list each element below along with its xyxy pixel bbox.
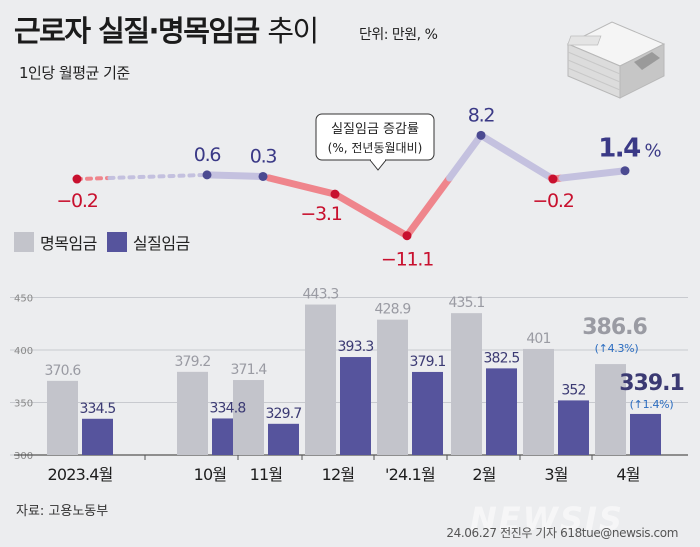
bar-label-nominal: 435.1 — [448, 295, 484, 311]
bar-label-real: 352 — [561, 382, 585, 398]
line-segment — [265, 174, 339, 198]
line-segment — [203, 171, 267, 180]
line-point — [402, 231, 412, 241]
legend-label-nominal: 명목임금 — [40, 234, 97, 253]
line-label: 0.6 — [194, 144, 221, 166]
bar-label-nominal: 401 — [526, 331, 550, 347]
chart-title-bold: 근로자 실질·명목임금 — [14, 14, 260, 48]
x-tick-label: '24.1월 — [385, 465, 435, 484]
bar-real — [82, 418, 113, 455]
change-label-real: (↑1.4%) — [630, 398, 674, 411]
bar-nominal — [377, 319, 408, 455]
bar-real — [630, 413, 661, 455]
bar-nominal — [233, 380, 264, 455]
bar-label-real: 393.3 — [337, 339, 373, 355]
bar-nominal — [523, 348, 554, 455]
line-point — [548, 174, 558, 184]
chart-title: 근로자 실질·명목임금 추이 — [14, 8, 319, 50]
value-labels: 370.6 334.5 2023.4월 379.2 334.8 10월 371.4 329.7… — [44, 104, 684, 484]
bar-legend: 명목임금 실질임금 — [14, 230, 200, 254]
bar-label-nominal: 371.4 — [230, 362, 267, 378]
bar-label-real: 379.1 — [409, 354, 445, 370]
unit-label: 단위: 만원, % — [359, 27, 438, 43]
y-tick-label: 450 — [14, 294, 33, 305]
line-segment — [558, 167, 629, 182]
bar-real — [558, 400, 589, 455]
line-segment — [107, 172, 209, 180]
y-tick-label: 400 — [14, 346, 33, 357]
legend-item-nominal: 명목임금 — [14, 230, 97, 254]
bar-real — [486, 368, 517, 455]
bar-label-real: 334.8 — [209, 400, 245, 416]
credit-line: 24.06.27 전진우 기자 618tue@newsis.com — [446, 526, 678, 540]
y-tick-label: 350 — [14, 399, 33, 410]
line-point — [258, 171, 268, 181]
x-tick-label: 4월 — [616, 465, 639, 484]
line-label: 0.3 — [250, 145, 277, 167]
line-label: −11.1 — [381, 249, 433, 271]
bar-nominal — [47, 380, 78, 455]
bar-label-real: 329.7 — [265, 406, 301, 422]
bar-series — [47, 304, 661, 455]
bar-label-nominal: 379.2 — [174, 354, 210, 370]
subtitle: 1인당 월평균 기준 — [19, 64, 130, 82]
line-point — [476, 130, 486, 140]
bar-label-nominal: 428.9 — [374, 302, 410, 318]
bar-real — [268, 423, 299, 455]
bar-label-nominal: 370.6 — [44, 363, 81, 379]
x-tick-label: 2023.4월 — [47, 465, 112, 484]
line-label: 1.4 — [598, 134, 640, 164]
annotation-line2: (%, 전년동월대비) — [328, 141, 423, 155]
bar-nominal — [305, 304, 336, 455]
legend-label-real: 실질임금 — [132, 234, 190, 253]
line-segment — [477, 131, 555, 182]
legend-item-real: 실질임금 — [106, 230, 190, 254]
line-segment — [75, 176, 112, 182]
bar-nominal — [451, 313, 482, 455]
x-tick-label: 11월 — [250, 465, 283, 484]
bar-label-nominal: 443.3 — [302, 287, 338, 303]
money-stack-icon — [566, 21, 666, 99]
bar-label-nominal: 386.6 — [582, 315, 647, 340]
line-point — [620, 166, 630, 176]
change-label-nominal: (↑4.3%) — [595, 342, 639, 355]
chart-title-light: 추이 — [267, 14, 319, 48]
line-point — [330, 189, 340, 199]
line-segment — [403, 174, 454, 240]
x-tick-label: 10월 — [194, 465, 227, 484]
line-series — [72, 130, 630, 241]
source-note: 자료: 고용노동부 — [16, 504, 109, 519]
x-tick-label: 2월 — [472, 465, 495, 484]
bar-nominal — [177, 371, 208, 455]
line-label: −0.2 — [532, 190, 573, 212]
line-annotation: 실질임금 증감률 (%, 전년동월대비) — [315, 113, 435, 171]
newsis-watermark: NEWSIS — [470, 500, 624, 538]
annotation-pointer — [368, 159, 388, 171]
line-label: 8.2 — [468, 104, 495, 126]
line-segment — [331, 190, 411, 240]
x-tick-label: 12월 — [322, 465, 355, 484]
y-tick-label: 300 — [14, 451, 33, 462]
bar-nominal — [595, 364, 626, 455]
line-label-suffix: % — [644, 141, 661, 162]
bar-real — [340, 357, 371, 455]
annotation-line1: 실질임금 증감률 — [331, 122, 419, 137]
bar-label-real: 382.5 — [483, 350, 519, 366]
bar-real — [412, 371, 443, 455]
legend-swatch-real — [106, 232, 127, 252]
legend-swatch-nominal — [14, 232, 34, 252]
line-point — [202, 170, 212, 180]
bar-label-real: 339.1 — [619, 371, 684, 396]
x-tick-label: 3월 — [544, 465, 567, 484]
bar-label-real: 334.5 — [79, 401, 115, 417]
line-label: −0.2 — [56, 190, 97, 212]
line-label: −3.1 — [300, 203, 341, 225]
line-segment — [446, 131, 485, 182]
line-point — [72, 174, 82, 184]
